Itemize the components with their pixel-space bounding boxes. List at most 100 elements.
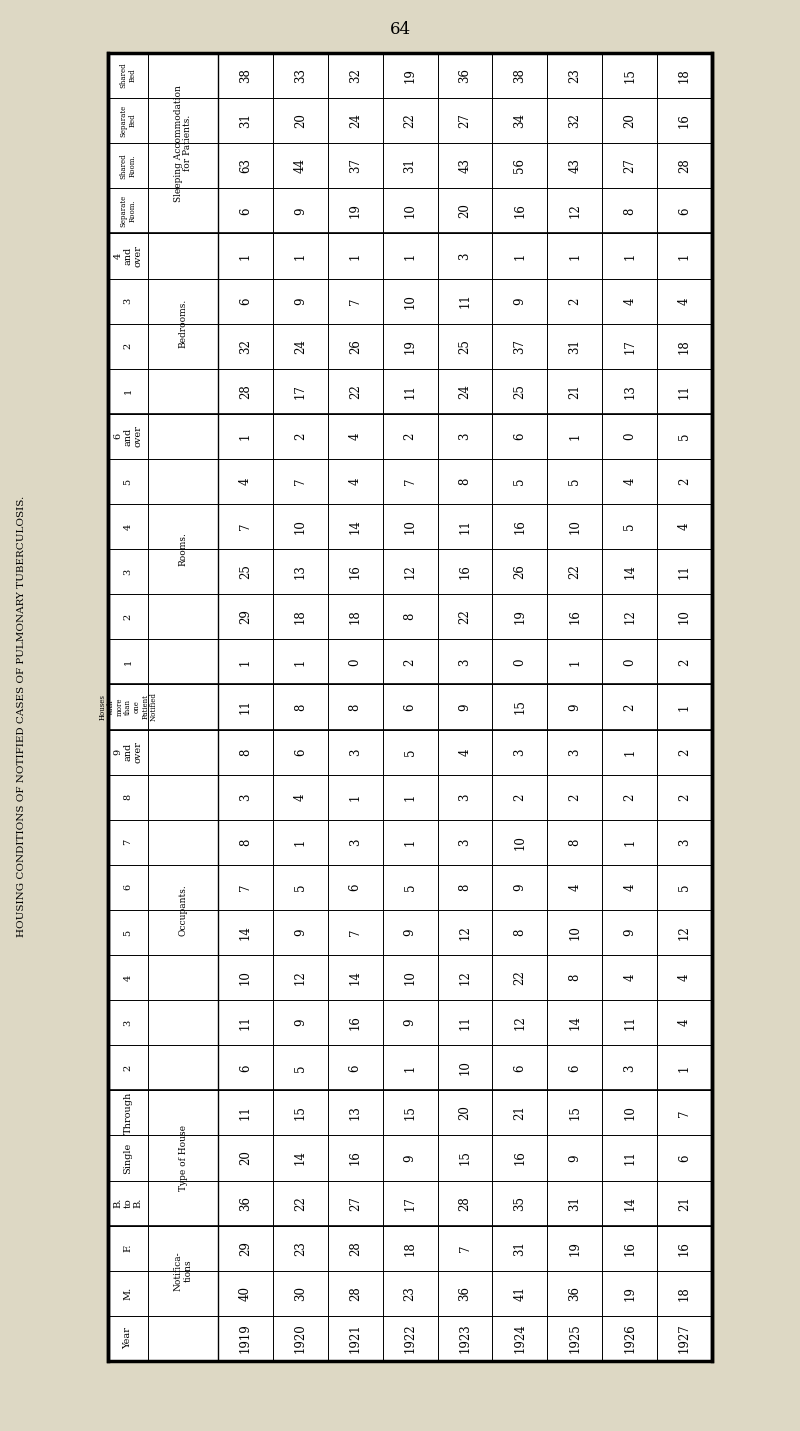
Text: 12: 12 <box>294 970 307 985</box>
Text: 38: 38 <box>239 69 252 83</box>
Text: 26: 26 <box>349 339 362 353</box>
Text: 31: 31 <box>404 159 417 173</box>
Text: 19: 19 <box>404 69 417 83</box>
Text: 3: 3 <box>123 298 133 305</box>
Text: 14: 14 <box>294 1151 307 1165</box>
Text: 26: 26 <box>514 564 526 580</box>
Text: 37: 37 <box>349 159 362 173</box>
Text: 27: 27 <box>623 159 636 173</box>
Text: 5: 5 <box>514 478 526 485</box>
Text: Separate
Bed: Separate Bed <box>120 104 136 137</box>
Text: 1: 1 <box>123 658 133 665</box>
Text: 32: 32 <box>568 113 582 129</box>
Text: 13: 13 <box>623 384 636 399</box>
Text: 11: 11 <box>239 1106 252 1120</box>
Text: 6
and
over: 6 and over <box>114 425 142 448</box>
Text: Notifica-
tions: Notifica- tions <box>174 1251 192 1291</box>
Text: 33: 33 <box>294 69 307 83</box>
Text: Bedrooms.: Bedrooms. <box>178 299 187 348</box>
Text: 18: 18 <box>404 1241 417 1255</box>
Text: 27: 27 <box>349 1196 362 1211</box>
Text: 1925: 1925 <box>568 1324 582 1354</box>
Text: 5: 5 <box>568 478 582 485</box>
Text: 1922: 1922 <box>404 1324 417 1354</box>
Text: 16: 16 <box>514 1151 526 1165</box>
Text: 28: 28 <box>239 384 252 399</box>
Text: 1: 1 <box>239 432 252 441</box>
Text: 23: 23 <box>568 69 582 83</box>
Text: 18: 18 <box>678 69 691 83</box>
Text: 9
and
over: 9 and over <box>114 741 142 763</box>
Text: 6: 6 <box>294 748 307 756</box>
Text: 8: 8 <box>568 975 582 982</box>
Text: 3: 3 <box>349 748 362 756</box>
Text: 8: 8 <box>568 839 582 846</box>
Text: 1: 1 <box>294 839 307 846</box>
Text: 2: 2 <box>514 794 526 801</box>
Text: 56: 56 <box>514 159 526 173</box>
Text: 23: 23 <box>294 1241 307 1255</box>
Text: 1: 1 <box>568 658 582 665</box>
Text: 16: 16 <box>623 1241 636 1255</box>
Text: Rooms.: Rooms. <box>178 532 187 567</box>
Text: 3: 3 <box>568 748 582 756</box>
Text: 4: 4 <box>349 478 362 485</box>
Text: 17: 17 <box>623 339 636 353</box>
Text: 1: 1 <box>294 658 307 665</box>
Text: 35: 35 <box>514 1196 526 1211</box>
Text: Shared
Room.: Shared Room. <box>120 153 136 179</box>
Text: 5: 5 <box>623 522 636 531</box>
Text: 9: 9 <box>514 298 526 305</box>
Text: 11: 11 <box>623 1151 636 1165</box>
Text: 15: 15 <box>568 1106 582 1120</box>
Text: Type of House: Type of House <box>178 1125 187 1191</box>
Text: 37: 37 <box>514 339 526 353</box>
Text: 8: 8 <box>123 794 133 800</box>
Text: 11: 11 <box>458 1016 471 1030</box>
Text: 6: 6 <box>239 207 252 215</box>
Text: 28: 28 <box>678 159 691 173</box>
Text: 31: 31 <box>568 1196 582 1211</box>
Text: 21: 21 <box>678 1196 691 1211</box>
Text: 4: 4 <box>678 298 691 305</box>
Text: 2: 2 <box>294 432 307 441</box>
Text: 36: 36 <box>239 1196 252 1211</box>
Text: 23: 23 <box>404 1286 417 1301</box>
Text: 2: 2 <box>123 1065 133 1070</box>
Text: 9: 9 <box>294 929 307 936</box>
Text: 7: 7 <box>239 884 252 892</box>
Text: 36: 36 <box>458 69 471 83</box>
Text: 1: 1 <box>239 252 252 259</box>
Text: 13: 13 <box>294 564 307 580</box>
Text: 18: 18 <box>294 610 307 624</box>
Text: 11: 11 <box>239 1016 252 1030</box>
Text: 15: 15 <box>294 1106 307 1120</box>
Text: 11: 11 <box>458 293 471 309</box>
Text: 28: 28 <box>349 1286 362 1301</box>
Text: 2: 2 <box>678 794 691 801</box>
Text: 0: 0 <box>623 432 636 441</box>
Text: 8: 8 <box>239 839 252 846</box>
Text: 10: 10 <box>294 519 307 534</box>
Text: 6: 6 <box>514 432 526 441</box>
Text: 24: 24 <box>349 113 362 129</box>
Text: 4
and
over: 4 and over <box>114 245 142 268</box>
Text: 4: 4 <box>294 793 307 801</box>
Text: 1: 1 <box>404 794 417 801</box>
Text: 27: 27 <box>458 113 471 129</box>
Text: 18: 18 <box>678 339 691 353</box>
Text: 5: 5 <box>404 748 417 756</box>
Text: 32: 32 <box>239 339 252 353</box>
Text: 38: 38 <box>514 69 526 83</box>
Text: 2: 2 <box>404 432 417 441</box>
Text: 10: 10 <box>678 610 691 624</box>
Text: 16: 16 <box>514 519 526 534</box>
Text: 1: 1 <box>514 252 526 259</box>
Text: 0: 0 <box>623 658 636 665</box>
Text: 7: 7 <box>349 298 362 305</box>
Text: 4: 4 <box>623 478 636 485</box>
Text: 16: 16 <box>458 564 471 580</box>
Text: 4: 4 <box>678 975 691 982</box>
Text: 19: 19 <box>404 339 417 353</box>
Text: 16: 16 <box>678 1241 691 1255</box>
